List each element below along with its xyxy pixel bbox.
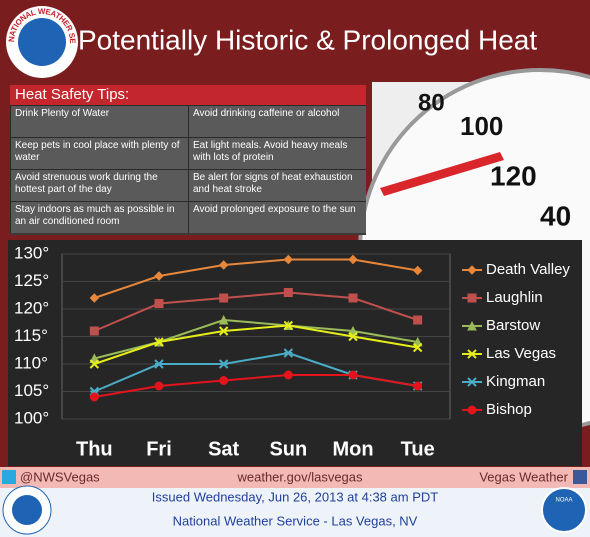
nws-logo-center [12, 495, 42, 525]
point [412, 336, 423, 347]
legend-marker [467, 293, 477, 303]
tips-row: Avoid strenuous work during the hottest … [10, 169, 366, 201]
point [154, 381, 164, 391]
dial-label: 80 [418, 89, 445, 116]
facebook-icon [573, 470, 587, 484]
tips-cell: Be alert for signs of heat exhaustion an… [188, 170, 366, 201]
point [89, 326, 99, 336]
dial-label: 100 [460, 111, 503, 141]
point [348, 370, 358, 380]
point [218, 314, 229, 325]
y-tick-label: 115° [14, 326, 48, 345]
legend-marker [467, 320, 477, 331]
tips-cell: Keep pets in cool place with plenty of w… [10, 138, 188, 169]
twitter-handle: @NWSVegas [20, 469, 100, 484]
point [413, 315, 423, 325]
point [218, 326, 229, 336]
point [89, 353, 100, 363]
dial-label: 120 [490, 160, 537, 191]
point [89, 293, 100, 303]
tips-cell: Avoid prolonged exposure to the sun [188, 202, 366, 233]
tips-row: Stay indoors as much as possible in an a… [10, 201, 366, 233]
y-tick-label: 125° [14, 271, 49, 290]
legend-marker [467, 349, 477, 359]
series-line [94, 258, 418, 299]
series-line [94, 374, 418, 398]
point [219, 293, 229, 303]
point [154, 359, 164, 369]
point [154, 271, 164, 281]
twitter-icon [2, 470, 16, 484]
point [89, 359, 100, 369]
point [219, 376, 229, 385]
legend-label: Las Vegas [486, 345, 556, 362]
dial-label: 40 [540, 200, 571, 231]
x-tick-label: Sun [269, 438, 307, 460]
point [348, 254, 358, 265]
needle [380, 152, 504, 196]
chart: 100° 105° 110° 115° 120° 125° 130° Thu Fri Sat Sun… [14, 243, 570, 460]
point [154, 337, 164, 347]
legend-label: Bishop [486, 401, 532, 418]
title: Potentially Historic & Prolonged Heat [78, 24, 537, 55]
tips-cell: Avoid strenuous work during the hottest … [10, 170, 188, 201]
tips-table: Heat Safety Tips: Drink Plenty of Water A… [10, 85, 366, 235]
legend-marker [467, 405, 477, 415]
tips-cell: Avoid drinking caffeine or alcohol [188, 106, 366, 137]
tips-row: Drink Plenty of Water Avoid drinking caff… [10, 105, 366, 137]
point [218, 260, 229, 270]
website: weather.gov/lasvegas [236, 469, 363, 484]
y-tick-label: 110° [14, 353, 48, 372]
office: National Weather Service - Las Vegas, NV [173, 513, 418, 528]
x-tick-label: Thu [76, 438, 113, 460]
point [348, 325, 358, 336]
legend-label: Laughlin [486, 289, 543, 306]
point [89, 392, 99, 402]
tips-cell: Drink Plenty of Water [10, 106, 188, 137]
tips-body: Drink Plenty of Water Avoid drinking caff… [10, 105, 366, 233]
x-tick-label: Tue [401, 438, 435, 460]
point [154, 299, 164, 308]
point [283, 320, 294, 331]
y-tick-label: 130° [14, 243, 49, 262]
point [283, 288, 293, 297]
x-tick-label: Sat [208, 438, 239, 460]
legend-marker [467, 377, 477, 387]
legend-marker [467, 265, 477, 275]
x-tick-label: Fri [146, 438, 172, 460]
point [348, 293, 358, 303]
series-line [93, 291, 418, 332]
tips-title: Heat Safety Tips: [10, 85, 366, 105]
x-tick-label: Mon [332, 438, 373, 460]
tips-row: Keep pets in cool place with plenty of w… [10, 137, 366, 169]
point [283, 254, 294, 265]
issued-band [0, 488, 590, 537]
issued: Issued Wednesday, Jun 26, 2013 at 4:38 a… [152, 489, 438, 504]
series-line [94, 324, 418, 365]
legend-label: Kingman [486, 373, 545, 390]
point [412, 342, 423, 353]
facebook-name: Vegas Weather [479, 469, 568, 484]
tips-cell: Stay indoors as much as possible in an a… [10, 202, 188, 233]
point [412, 265, 423, 276]
chart-panel [8, 240, 582, 466]
noaa-logo [541, 487, 587, 533]
social-band [0, 467, 590, 488]
legend-label: Barstow [486, 317, 540, 334]
y-tick-label: 100° [14, 408, 49, 427]
point [283, 348, 294, 358]
y-tick-label: 120° [14, 298, 49, 317]
logo-center [18, 18, 66, 66]
legend-label: Death Valley [486, 261, 570, 278]
point [348, 331, 358, 342]
point [413, 381, 423, 391]
y-tick-label: 105° [14, 381, 49, 400]
tips-cell: Eat light meals. Avoid heavy meals with … [188, 138, 366, 169]
point [283, 370, 293, 380]
point [218, 359, 229, 369]
noaa-text: NOAA [555, 498, 572, 504]
